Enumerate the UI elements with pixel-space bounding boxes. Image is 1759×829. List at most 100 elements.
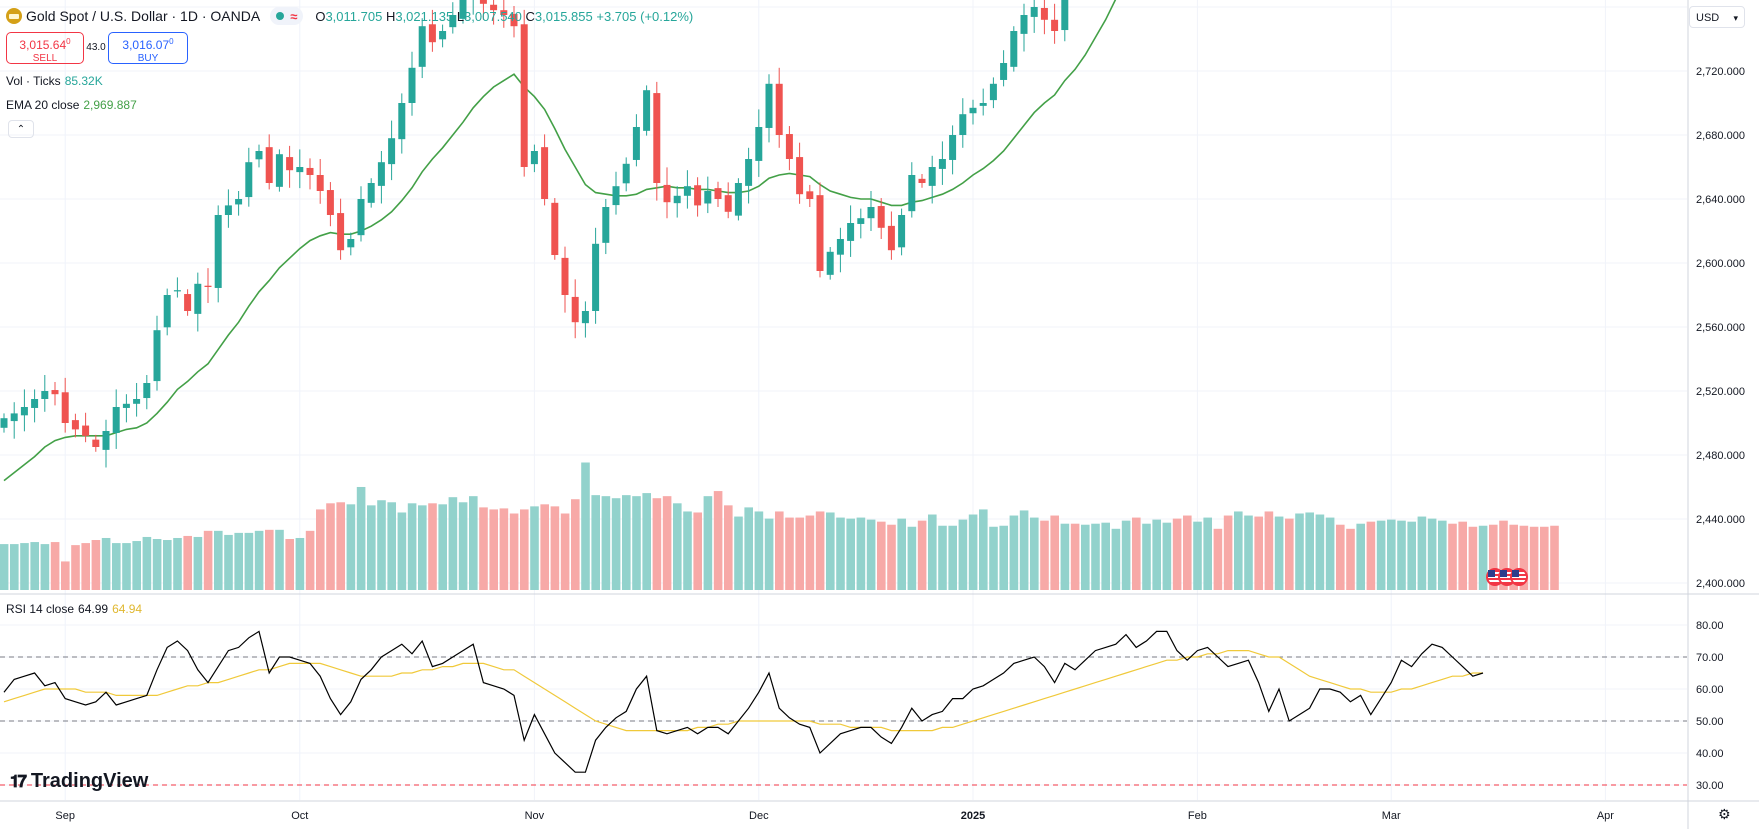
buy-price: 3,016.07 (122, 38, 170, 52)
candle-body (173, 290, 181, 292)
time-axis-label: Feb (1188, 810, 1207, 822)
volume-bar (1172, 518, 1182, 590)
rsi-legend[interactable]: RSI 14 close 64.99 64.94 (6, 602, 142, 616)
volume-bar (846, 518, 855, 590)
price-axis-label: 2,440.000 (1696, 514, 1745, 526)
candle-body (979, 103, 987, 106)
currency-selector[interactable]: USD (1689, 6, 1745, 29)
rsi-ma-line (3, 649, 1483, 732)
candle-body (398, 103, 406, 140)
volume-bar (744, 507, 753, 590)
time-axis-label: Apr (1597, 810, 1614, 822)
volume-bar (1070, 523, 1080, 590)
volume-bar (305, 530, 315, 590)
candle-body (612, 186, 620, 206)
candle-body (510, 14, 518, 27)
high-key: H (385, 8, 396, 24)
volume-bar (1203, 517, 1212, 590)
volume-bar (1478, 525, 1488, 590)
volume-bar (1285, 518, 1294, 590)
volume-bar (1101, 522, 1110, 590)
candle-body (1020, 15, 1028, 34)
volume-bar (1529, 526, 1539, 590)
wave-icon: ≈ (290, 8, 298, 24)
candle-body (0, 418, 8, 428)
volume-bar (520, 509, 529, 590)
volume-bar (132, 541, 141, 590)
candle-body (31, 399, 39, 408)
ohlc-values: O3,011.705 H3,021.135 L3,007.540 C3,015.… (315, 9, 693, 24)
candle-body (704, 191, 712, 204)
rsi-axis-label: 80.00 (1696, 620, 1724, 632)
collapse-legend-button[interactable]: ⌃ (8, 120, 34, 138)
candle-body (949, 135, 957, 160)
candle-body (214, 215, 222, 288)
candle-body (785, 134, 793, 159)
candle-body (622, 163, 630, 184)
volume-bar (163, 540, 172, 590)
chart-settings-gear-icon[interactable]: ⚙ (1718, 806, 1731, 822)
volume-bar (1407, 521, 1416, 590)
candle-body (938, 159, 946, 169)
ema-legend[interactable]: EMA 20 close 2,969.887 (6, 98, 137, 112)
candle-body (1040, 7, 1048, 20)
candle-body (10, 413, 18, 422)
candle-body (1000, 63, 1008, 80)
candle-body (887, 225, 895, 251)
buy-button[interactable]: 3,016.070 BUY (108, 32, 188, 64)
us-flag-event-icon[interactable] (1510, 568, 1528, 586)
volume-bar (1213, 528, 1223, 590)
candle-body (71, 420, 79, 430)
volume-legend[interactable]: Vol · Ticks 85.32K (6, 74, 103, 88)
volume-bar (20, 543, 29, 590)
volume-bar (560, 513, 570, 590)
candle-body (82, 425, 90, 436)
event-markers[interactable] (1486, 568, 1528, 586)
volume-value: 85.32K (64, 74, 103, 88)
volume-bar (397, 512, 407, 590)
market-open-dot-icon (276, 12, 285, 20)
low-value: 3,007.540 (464, 8, 522, 24)
volume-bar (1346, 528, 1355, 590)
candle-body (867, 207, 875, 219)
volume-bar (703, 496, 713, 590)
rsi-line (3, 630, 1484, 773)
candle-body (724, 195, 732, 212)
volume-bar (499, 508, 509, 590)
sell-button[interactable]: 3,015.640 SELL (6, 32, 84, 64)
candle-body (194, 283, 202, 314)
volume-bar (1356, 523, 1365, 590)
candle-body (51, 390, 59, 395)
volume-bar (1121, 520, 1131, 590)
candle-body (959, 114, 967, 135)
symbol-title[interactable]: Gold Spot / U.S. Dollar · 1D · OANDA (26, 8, 261, 24)
volume-bar (234, 532, 243, 590)
ema-line (3, 0, 1117, 482)
time-axis-label: Nov (525, 810, 545, 822)
tradingview-watermark[interactable]: 𝟏𝟕 TradingView (10, 770, 148, 793)
volume-bar (407, 503, 417, 590)
candle-body (275, 154, 283, 187)
volume-bar (265, 529, 274, 590)
volume-bar (1040, 520, 1049, 590)
rsi-axis-label: 70.00 (1696, 652, 1724, 664)
candle-body (581, 311, 589, 324)
volume-bar (122, 543, 131, 590)
volume-bar (673, 503, 682, 590)
market-status-pill[interactable]: ≈ (270, 7, 304, 25)
time-axis-label: Dec (749, 810, 769, 822)
volume-bar (112, 543, 121, 590)
volume-bar (387, 502, 396, 590)
volume-bar (601, 496, 611, 590)
volume-bar (877, 521, 886, 590)
volume-bar (1519, 525, 1529, 590)
volume-bar (785, 517, 794, 590)
candle-body (408, 67, 416, 103)
volume-bar (1234, 511, 1243, 590)
candle-body (235, 199, 243, 205)
volume-bar (193, 536, 203, 590)
rsi-axis-label: 60.00 (1696, 684, 1724, 696)
candle-body (969, 107, 977, 114)
candle-body (775, 83, 783, 135)
